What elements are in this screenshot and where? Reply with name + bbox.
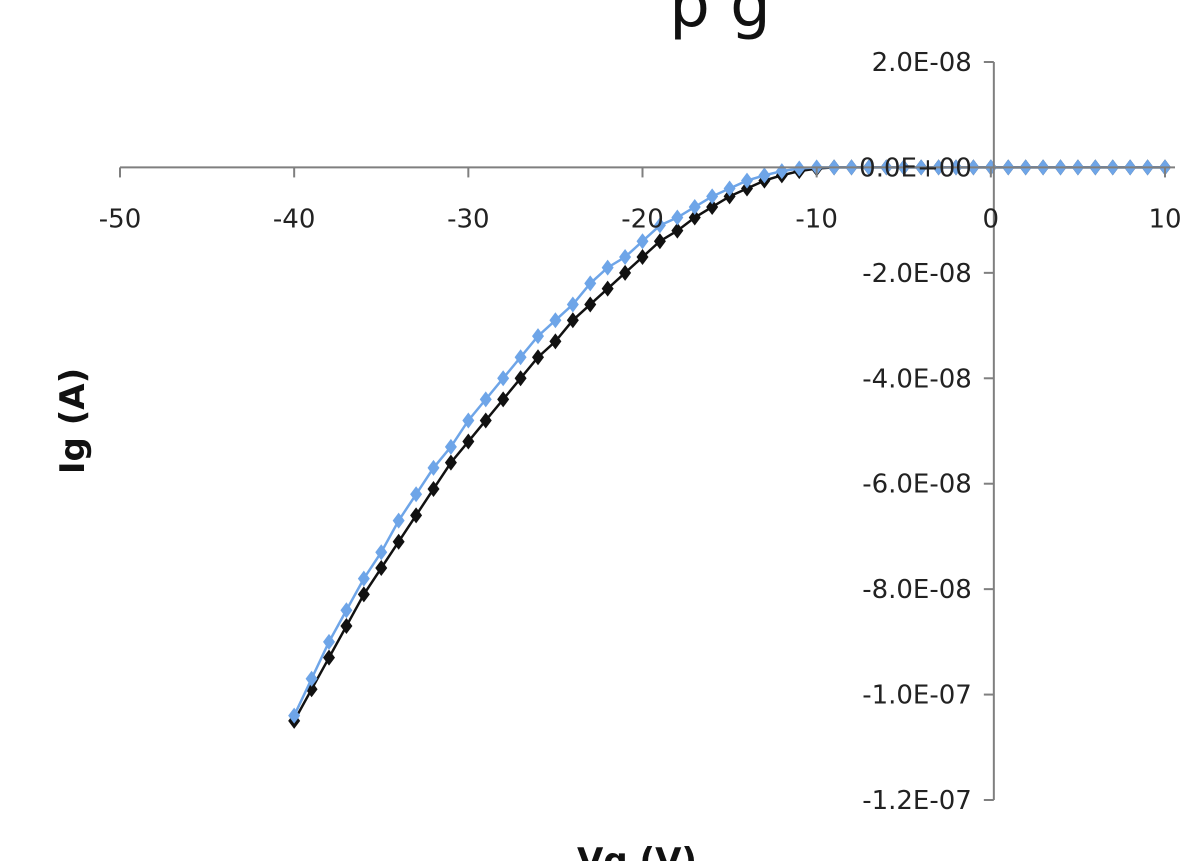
- x-tick-label: -50: [99, 204, 141, 234]
- y-tick-label: -4.0E-08: [862, 364, 972, 394]
- data-point: [653, 217, 666, 234]
- data-point: [410, 486, 423, 503]
- data-point: [688, 209, 701, 226]
- data-point: [323, 649, 335, 666]
- data-point: [427, 459, 440, 476]
- data-point: [427, 480, 440, 497]
- data-point: [514, 370, 527, 387]
- data-point: [357, 586, 370, 603]
- data-point: [340, 618, 353, 635]
- data-point: [671, 209, 684, 226]
- x-tick-label: 0: [983, 204, 1000, 234]
- data-point: [619, 264, 632, 281]
- data-point: [410, 507, 423, 524]
- y-tick-label: -2.0E-08: [862, 259, 972, 289]
- data-point: [723, 180, 736, 197]
- x-tick-label: -10: [795, 204, 837, 234]
- data-point: [706, 188, 719, 205]
- data-point: [392, 533, 405, 550]
- data-point: [619, 249, 632, 266]
- axes-layer: [120, 62, 1175, 800]
- series-line: [293, 166, 1165, 722]
- x-tick-label: -40: [273, 204, 315, 234]
- data-point: [479, 391, 492, 408]
- ticks-layer: -50 -40 -30 -20 -10 0 10 2.0E-08 0.0E+00 -2.0E-08…: [99, 48, 1182, 816]
- data-point: [549, 312, 562, 329]
- data-point: [375, 560, 388, 577]
- data-point: [636, 249, 649, 266]
- data-point: [462, 433, 475, 450]
- data-point: [653, 233, 666, 250]
- title-fragment: p g: [669, 0, 771, 42]
- data-point: [497, 370, 510, 387]
- data-point: [741, 172, 753, 189]
- data-point: [357, 570, 370, 587]
- data-point: [305, 670, 318, 687]
- data-point: [462, 412, 475, 429]
- y-axis-title: Ig (A): [53, 368, 93, 474]
- series-0: [288, 159, 1171, 729]
- series-1: [288, 159, 1171, 724]
- data-point: [444, 454, 457, 471]
- y-tick-label: 0.0E+00: [859, 153, 972, 183]
- data-point: [375, 544, 388, 561]
- data-point: [497, 391, 510, 408]
- x-tick-label: 10: [1148, 204, 1181, 234]
- data-point: [758, 167, 771, 184]
- data-point: [392, 512, 405, 529]
- data-point: [566, 312, 579, 329]
- y-tick-label: -1.0E-07: [862, 681, 972, 711]
- y-tick-label: -6.0E-08: [862, 470, 972, 500]
- data-point: [514, 349, 527, 366]
- data-point: [688, 198, 701, 215]
- y-tick-label: -8.0E-08: [862, 575, 972, 605]
- data-point: [671, 222, 684, 239]
- data-point: [793, 160, 806, 177]
- data-point: [532, 349, 544, 366]
- y-tick-label: -1.2E-07: [862, 786, 972, 816]
- data-point: [288, 707, 301, 724]
- data-point: [584, 275, 597, 292]
- x-tick-label: -30: [447, 204, 489, 234]
- data-point: [636, 233, 649, 250]
- data-point: [323, 633, 335, 650]
- data-point: [601, 280, 614, 297]
- data-point: [706, 198, 719, 215]
- data-point: [444, 438, 457, 455]
- data-point: [479, 412, 492, 429]
- x-axis-title: Vg (V): [577, 841, 697, 861]
- series-layer: [288, 159, 1171, 729]
- x-tick-label: -20: [621, 204, 663, 234]
- data-point: [584, 296, 597, 313]
- data-point: [566, 296, 579, 313]
- data-point: [601, 259, 614, 276]
- data-point: [340, 602, 353, 619]
- data-point: [532, 328, 544, 345]
- y-tick-label: 2.0E-08: [872, 48, 972, 78]
- data-point: [549, 333, 562, 350]
- series-line: [293, 166, 1165, 717]
